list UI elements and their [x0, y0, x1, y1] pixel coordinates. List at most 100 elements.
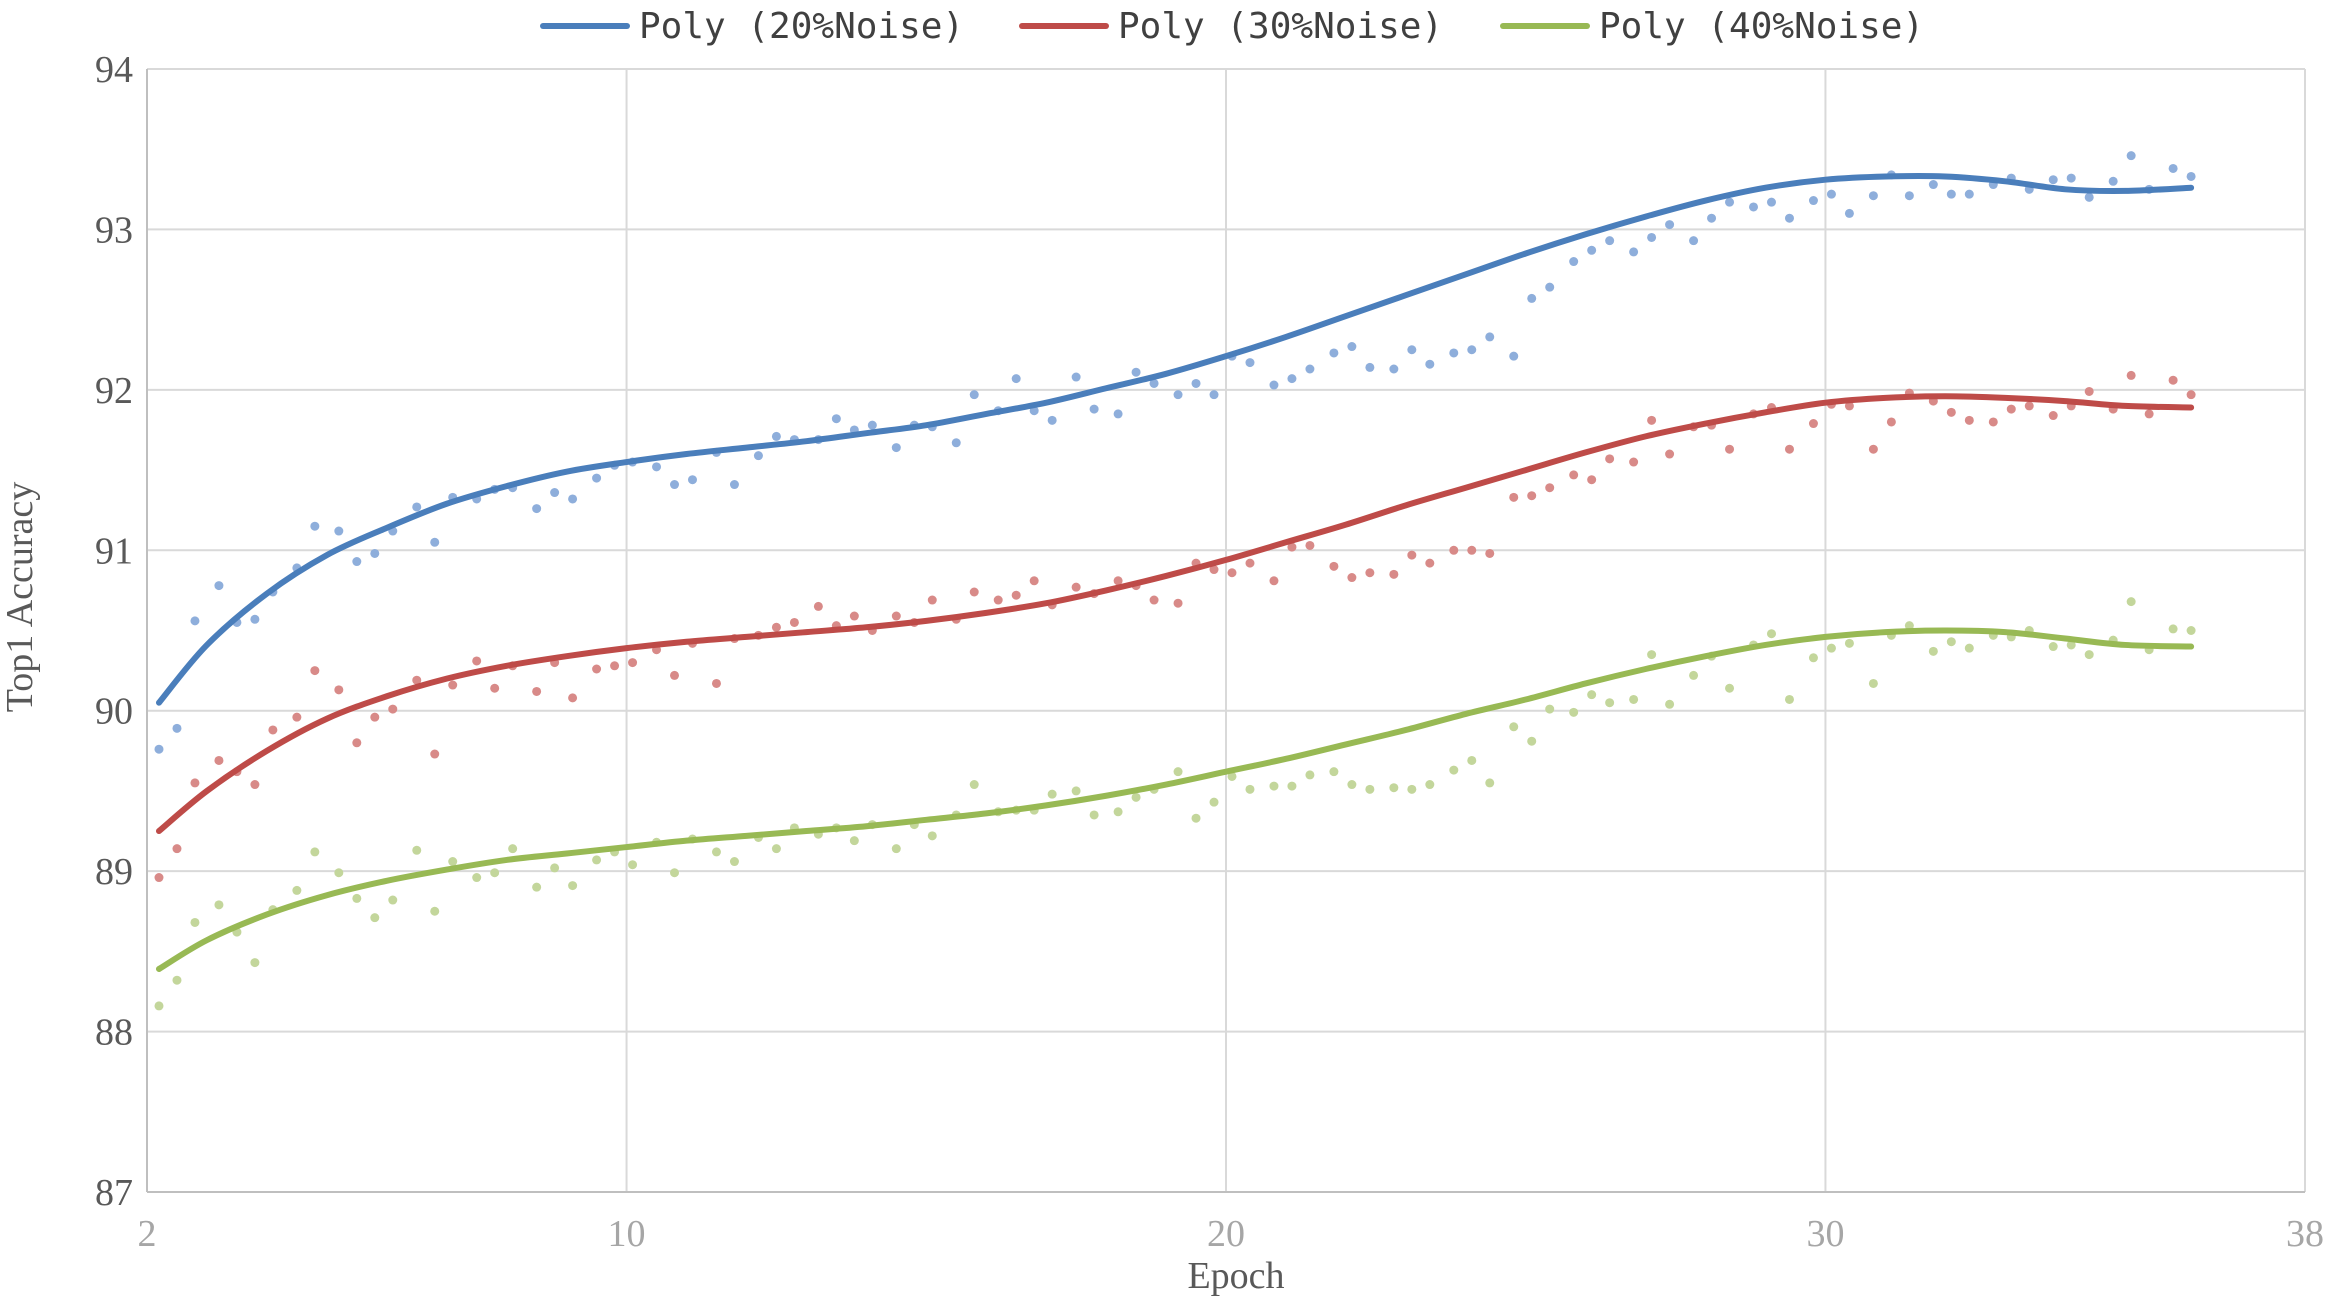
data-point — [430, 749, 440, 759]
data-point — [1545, 483, 1555, 493]
data-point — [1808, 196, 1818, 206]
data-point — [1689, 236, 1699, 246]
data-point — [1191, 378, 1201, 388]
data-point — [1449, 765, 1459, 775]
data-point — [1826, 189, 1836, 199]
data-point — [214, 900, 224, 910]
data-point — [1665, 449, 1675, 459]
data-point — [1173, 390, 1183, 400]
data-point — [1868, 444, 1878, 454]
data-point — [1011, 374, 1021, 384]
data-point — [2186, 171, 2196, 181]
data-point — [550, 863, 560, 873]
y-tick-label: 90 — [95, 691, 133, 733]
data-point — [813, 601, 823, 611]
data-point — [214, 755, 224, 765]
data-point — [927, 595, 937, 605]
data-point — [154, 744, 164, 754]
data-point — [370, 913, 380, 923]
data-point — [849, 836, 859, 846]
data-point — [472, 656, 482, 666]
legend-label: Poly (30%Noise) — [1118, 6, 1443, 47]
data-point — [1485, 548, 1495, 558]
data-point — [1988, 417, 1998, 427]
x-tick-label: 38 — [2286, 1213, 2324, 1255]
data-point — [1467, 345, 1477, 355]
data-point — [1173, 767, 1183, 777]
data-point — [1587, 245, 1597, 255]
data-point — [1149, 595, 1159, 605]
data-point — [1509, 492, 1519, 502]
data-point — [951, 438, 961, 448]
data-point — [1844, 208, 1854, 218]
data-point — [310, 847, 320, 857]
data-point — [1305, 540, 1315, 550]
data-point — [592, 473, 602, 483]
trend-line — [155, 627, 2195, 973]
data-point — [250, 958, 260, 968]
data-point — [568, 693, 578, 703]
data-point — [292, 712, 302, 722]
data-point — [1707, 213, 1717, 223]
data-point — [1209, 797, 1219, 807]
data-point — [508, 844, 518, 854]
data-point — [670, 480, 680, 490]
data-point — [1305, 364, 1315, 374]
data-point — [1647, 232, 1657, 242]
data-point — [1191, 813, 1201, 823]
data-point — [1509, 351, 1519, 361]
data-point — [2108, 176, 2118, 186]
data-point — [1425, 359, 1435, 369]
data-point — [1245, 784, 1255, 794]
data-point — [1449, 545, 1459, 555]
data-point — [490, 683, 500, 693]
data-point — [550, 488, 560, 498]
data-point — [1629, 694, 1639, 704]
y-tick-label: 93 — [95, 209, 133, 251]
data-point — [1928, 180, 1938, 190]
data-point — [1886, 417, 1896, 427]
data-point — [568, 881, 578, 891]
data-point — [1826, 643, 1836, 653]
data-point — [789, 617, 799, 627]
data-point — [1365, 568, 1375, 578]
data-point — [532, 686, 542, 696]
data-point — [1964, 189, 1974, 199]
data-point — [172, 844, 182, 854]
data-point — [370, 548, 380, 558]
data-point — [831, 414, 841, 424]
data-point — [1545, 282, 1555, 292]
data-point — [2168, 163, 2178, 173]
data-point — [1287, 542, 1297, 552]
data-point — [1305, 770, 1315, 780]
data-point — [1587, 475, 1597, 485]
data-point — [1509, 722, 1519, 732]
data-point — [1089, 810, 1099, 820]
data-point — [1365, 784, 1375, 794]
data-point — [628, 860, 638, 870]
data-point — [1329, 561, 1339, 571]
data-point — [1407, 345, 1417, 355]
y-tick-label: 92 — [95, 370, 133, 412]
data-point — [388, 704, 398, 714]
data-point — [1287, 374, 1297, 384]
data-point — [2024, 401, 2034, 411]
data-point — [1946, 189, 1956, 199]
data-point — [1766, 197, 1776, 207]
data-point — [1605, 236, 1615, 246]
data-point — [310, 666, 320, 676]
data-point — [2144, 409, 2154, 419]
data-point — [849, 611, 859, 621]
data-point — [1467, 755, 1477, 765]
legend-item: Poly (40%Noise) — [1500, 6, 1924, 47]
data-point — [729, 857, 739, 867]
data-point — [1365, 362, 1375, 372]
y-tick-label: 91 — [95, 530, 133, 572]
data-point — [1047, 415, 1057, 425]
data-point — [1173, 598, 1183, 608]
data-point — [2126, 597, 2136, 607]
data-point — [1485, 332, 1495, 342]
legend-item: Poly (20%Noise) — [540, 6, 964, 47]
data-point — [334, 868, 344, 878]
